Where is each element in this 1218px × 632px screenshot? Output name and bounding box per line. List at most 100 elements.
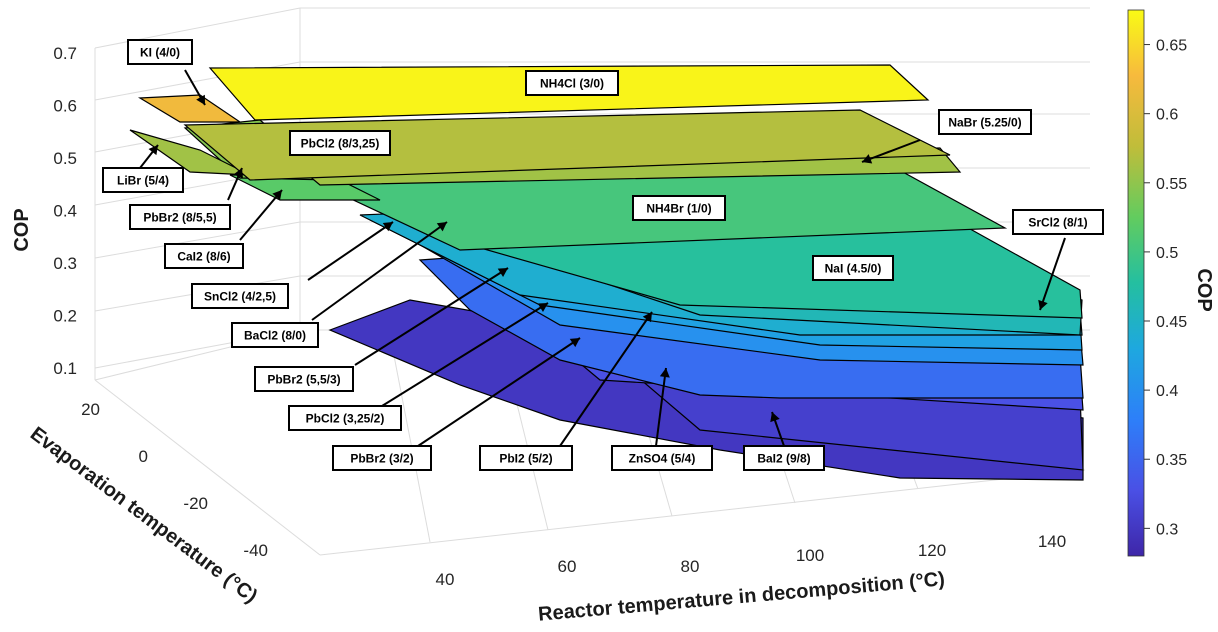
- label-box: [332, 445, 432, 471]
- label-box: [525, 70, 619, 96]
- surface-label: NaBr (5.25/0): [861, 109, 1032, 164]
- label-arrow: [417, 337, 581, 447]
- label-box: [288, 405, 402, 431]
- label-box: [812, 255, 894, 281]
- x-tick-label: 120: [918, 541, 946, 560]
- label-arrowhead: [642, 312, 652, 323]
- surface-label-text: SnCl2 (4/2,5): [204, 290, 276, 304]
- colorbar: [1127, 9, 1145, 557]
- label-arrowhead: [436, 222, 447, 232]
- z-tick-label: 0.1: [53, 359, 77, 378]
- label-arrow: [559, 311, 653, 447]
- colorbar-label: COP: [1193, 268, 1215, 311]
- label-box: [479, 445, 573, 471]
- surface-label: NH4Cl (3/0): [525, 70, 619, 96]
- x-tick-label: 100: [796, 546, 824, 565]
- surface-label-text: PbBr2 (5,5/3): [267, 373, 340, 387]
- label-arrow: [354, 267, 509, 366]
- surface-label-text: NH4Br (1/0): [646, 202, 711, 216]
- label-arrowhead: [148, 145, 158, 156]
- z-tick-label: 0.4: [53, 202, 77, 221]
- surface-label: BaCl2 (8/0): [231, 221, 448, 348]
- label-arrowhead: [272, 190, 282, 201]
- surface-label: PbBr2 (3/2): [332, 337, 581, 471]
- label-arrow: [311, 221, 448, 321]
- x-tick-label: 40: [436, 570, 455, 589]
- label-box: [1012, 209, 1104, 235]
- surface-label-text: BaCl2 (8/0): [244, 329, 306, 343]
- label-arrowhead: [659, 368, 670, 378]
- colorbar-tick-label: 0.3: [1156, 521, 1178, 538]
- colorbar-tick-label: 0.55: [1156, 176, 1187, 193]
- surface-label-text: CaI2 (8/6): [177, 250, 230, 264]
- surface-label-text: PbBr2 (3/2): [350, 452, 413, 466]
- surface-label: NH4Br (1/0): [632, 195, 726, 221]
- z-tick-label: 0.3: [53, 254, 77, 273]
- surface-label-text: PbBr2 (8/5,5): [143, 211, 216, 225]
- colorbar-tick-label: 0.35: [1156, 452, 1187, 469]
- z-tick-label: 0.2: [53, 307, 77, 326]
- label-arrow: [655, 367, 667, 447]
- surface-plate: [137, 94, 242, 123]
- label-arrowhead: [862, 154, 873, 164]
- surface-label: PbI2 (5/2): [479, 311, 653, 471]
- y-tick-label: -40: [243, 541, 268, 560]
- colorbar-tick-label: 0.45: [1156, 314, 1187, 331]
- label-box: [938, 109, 1032, 135]
- surface-label: NaI (4.5/0): [812, 255, 894, 281]
- surface-label-text: PbI2 (5/2): [499, 452, 552, 466]
- x-axis-label: Reactor temperature in decomposition (°C…: [537, 568, 945, 625]
- label-box: [632, 195, 726, 221]
- label-box: [289, 130, 391, 156]
- surface-label: PbCl2 (8/3,25): [289, 130, 391, 156]
- surface-label: ZnSO4 (5/4): [611, 367, 713, 471]
- label-arrow: [239, 189, 283, 241]
- colorbar-tick-label: 0.5: [1156, 245, 1178, 262]
- z-tick-label: 0.7: [53, 44, 77, 63]
- colorbar-tick-label: 0.65: [1156, 38, 1187, 55]
- surface-label: KI (4/0): [127, 39, 206, 106]
- x-tick-label: 140: [1038, 532, 1066, 551]
- colorbar-tick-label: 0.6: [1156, 107, 1178, 124]
- surface-label: BaI2 (9/8): [743, 411, 825, 471]
- label-arrowhead: [770, 412, 780, 423]
- surface-label-text: PbCl2 (8/3,25): [301, 137, 380, 151]
- label-arrowhead: [196, 94, 205, 105]
- surface-label-text: BaI2 (9/8): [757, 452, 810, 466]
- label-arrow: [861, 139, 921, 163]
- x-tick-label: 80: [681, 557, 700, 576]
- surface-plate: [183, 109, 951, 181]
- label-arrow: [381, 302, 549, 407]
- z-tick-label: 0.6: [53, 97, 77, 116]
- surface-label-text: NH4Cl (3/0): [540, 77, 604, 91]
- surface-label: PbBr2 (8/5,5): [129, 167, 243, 230]
- surface-label-text: NaBr (5.25/0): [948, 116, 1021, 130]
- y-tick-label: 0: [139, 447, 148, 466]
- surface-label-text: LiBr (5/4): [117, 174, 169, 188]
- surface-label-text: NaI (4.5/0): [825, 262, 882, 276]
- label-arrowhead: [233, 168, 243, 179]
- label-box: [191, 283, 289, 309]
- surface-label: LiBr (5/4): [102, 144, 184, 193]
- label-arrowhead: [537, 303, 548, 312]
- surface-label: SrCl2 (8/1): [1012, 209, 1104, 311]
- surface-label-text: KI (4/0): [140, 46, 180, 60]
- surface-label: PbBr2 (5,5/3): [254, 267, 509, 392]
- label-box: [164, 243, 244, 269]
- surface-label: SnCl2 (4/2,5): [191, 221, 394, 309]
- label-box: [129, 204, 231, 230]
- surface-label: PbCl2 (3,25/2): [288, 302, 549, 431]
- y-tick-label: 20: [81, 400, 100, 419]
- y-tick-label: -20: [183, 494, 208, 513]
- label-arrowhead: [497, 268, 508, 278]
- surface-label-text: PbCl2 (3,25/2): [306, 412, 385, 426]
- label-arrow: [307, 221, 394, 281]
- z-axis-label: COP: [11, 208, 33, 251]
- label-box: [743, 445, 825, 471]
- label-box: [231, 322, 319, 348]
- surface-label-text: ZnSO4 (5/4): [629, 452, 696, 466]
- label-box: [254, 366, 354, 392]
- label-box: [611, 445, 713, 471]
- surface-label: CaI2 (8/6): [164, 189, 283, 269]
